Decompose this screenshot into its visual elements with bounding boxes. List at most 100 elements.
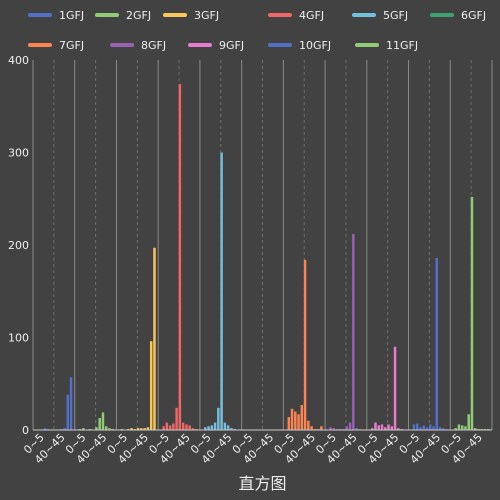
legend: 1GFJ 2GFJ 3GFJ 4GFJ 5GFJ 6GFJ 7GFJ 8GFJ 9GFJ 10GF… <box>28 9 486 52</box>
legend-label: 2GFJ <box>126 9 151 22</box>
bar <box>425 427 429 430</box>
bar <box>204 427 207 430</box>
bar <box>98 417 101 430</box>
x-axis-ticks: 0~540~450~540~450~540~450~540~450~540~45… <box>21 431 485 467</box>
bar <box>329 427 332 430</box>
bar <box>210 425 214 430</box>
bar <box>69 377 73 430</box>
series-9GFJ <box>370 346 403 430</box>
bar <box>108 428 111 430</box>
bar <box>143 428 146 430</box>
legend-item-7GFJ: 7GFJ <box>28 39 84 52</box>
bar <box>217 407 220 430</box>
y-axis-ticks: 0 100 200 300 400 <box>8 54 29 437</box>
y-tick-label: 300 <box>8 147 29 160</box>
bar <box>168 425 172 430</box>
legend-label: 11GFJ <box>386 39 418 52</box>
bar <box>387 424 390 430</box>
bar <box>66 394 69 430</box>
legend-label: 1GFJ <box>59 9 84 22</box>
y-tick-label: 0 <box>22 424 29 437</box>
legend-item-10GFJ: 10GFJ <box>268 39 331 52</box>
bar <box>470 196 474 430</box>
legend-swatch <box>28 43 52 47</box>
bar <box>380 424 384 430</box>
legend-label: 4GFJ <box>299 9 324 22</box>
legend-swatch <box>28 13 52 17</box>
bars <box>43 84 490 431</box>
legend-label: 5GFJ <box>383 9 408 22</box>
legend-swatch <box>163 13 187 17</box>
bar <box>374 422 377 430</box>
bar <box>310 426 313 430</box>
series-5GFJ <box>204 152 236 430</box>
legend-item-9GFJ: 9GFJ <box>188 39 244 52</box>
legend-swatch <box>430 13 454 17</box>
bar <box>43 428 47 430</box>
bar <box>377 425 380 430</box>
bar <box>352 233 355 430</box>
bar <box>153 247 156 430</box>
bar <box>191 428 195 430</box>
bar <box>457 424 461 430</box>
bar <box>370 428 374 430</box>
bar <box>136 428 140 430</box>
bar <box>101 412 105 430</box>
bar <box>223 422 227 430</box>
legend-label: 7GFJ <box>59 39 84 52</box>
bar <box>162 426 165 430</box>
grid-lines <box>32 60 493 430</box>
bar <box>175 407 178 430</box>
bar <box>300 405 304 430</box>
bar <box>467 414 470 430</box>
legend-item-8GFJ: 8GFJ <box>110 39 166 52</box>
bar <box>432 426 435 430</box>
bar <box>140 428 143 430</box>
bar <box>393 346 397 430</box>
series-11GFJ <box>454 196 490 430</box>
legend-swatch <box>95 13 119 17</box>
bar <box>307 420 310 430</box>
bar <box>474 428 477 430</box>
bar <box>332 428 335 430</box>
bar <box>412 424 416 430</box>
x-axis-title: 直方图 <box>238 474 286 493</box>
legend-swatch <box>110 43 134 47</box>
legend-item-3GFJ: 3GFJ <box>163 9 219 22</box>
series-4GFJ <box>162 84 198 431</box>
bar <box>415 423 419 430</box>
bar <box>345 426 349 430</box>
bar <box>185 424 188 430</box>
bar <box>348 422 352 430</box>
legend-item-4GFJ: 4GFJ <box>268 9 324 22</box>
bar <box>213 422 217 430</box>
legend-item-6GFJ: 6GFJ <box>430 9 486 22</box>
bar <box>438 427 442 430</box>
bar <box>429 424 432 430</box>
bar <box>149 341 153 430</box>
bar <box>188 425 191 430</box>
bar <box>172 423 175 430</box>
bar <box>320 426 323 430</box>
series-1GFJ <box>43 377 73 430</box>
bar <box>454 428 457 430</box>
legend-label: 9GFJ <box>219 39 244 52</box>
bar <box>419 427 422 430</box>
legend-item-11GFJ: 11GFJ <box>355 39 418 52</box>
legend-swatch <box>268 13 292 17</box>
bar <box>220 152 223 430</box>
bar <box>422 425 425 430</box>
bar <box>397 428 400 430</box>
bar <box>294 411 297 430</box>
bar <box>297 414 300 430</box>
y-tick-label: 200 <box>8 239 29 252</box>
bar <box>226 425 230 430</box>
y-tick-label: 400 <box>8 54 29 67</box>
legend-item-1GFJ: 1GFJ <box>28 9 84 22</box>
bar <box>303 259 307 430</box>
bar <box>460 425 464 430</box>
bar <box>181 422 185 430</box>
bar <box>290 408 294 430</box>
bar <box>207 426 210 430</box>
